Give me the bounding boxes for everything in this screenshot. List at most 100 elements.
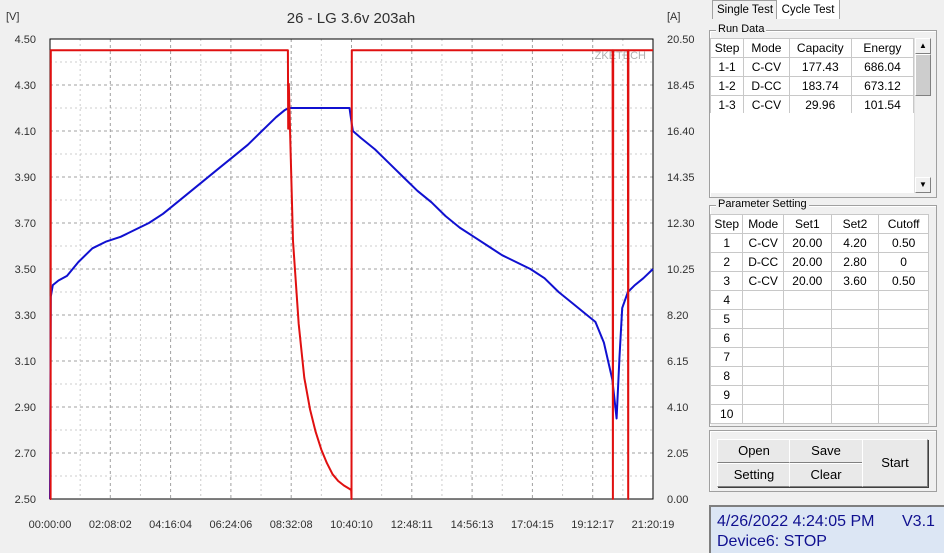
run-data-cell[interactable]: 29.96 — [788, 95, 852, 115]
parameter-cell[interactable] — [742, 328, 784, 348]
run-data-row[interactable]: 1-1 C-CV 177.43 686.04 — [709, 57, 915, 77]
parameter-cell[interactable] — [742, 347, 784, 367]
run-data-cell[interactable]: 1-3 — [709, 95, 745, 115]
parameter-group — [709, 205, 937, 427]
parameter-cell[interactable] — [830, 290, 880, 310]
parameter-cell[interactable] — [742, 385, 784, 405]
setting-button[interactable]: Setting — [717, 463, 791, 487]
y-right-tick-label: 4.10 — [667, 402, 688, 414]
parameter-cell[interactable] — [830, 309, 880, 329]
run-data-cell[interactable]: 183.74 — [788, 76, 852, 96]
run-data-cell[interactable]: C-CV — [743, 57, 790, 77]
parameter-cell[interactable] — [782, 309, 832, 329]
parameter-cell[interactable]: D-CC — [742, 252, 784, 272]
parameter-cell[interactable]: 20.00 — [782, 252, 832, 272]
parameter-row[interactable]: 8 — [709, 366, 929, 386]
parameter-cell[interactable] — [878, 309, 929, 329]
clear-button[interactable]: Clear — [789, 463, 863, 487]
parameter-cell[interactable]: 4.20 — [830, 233, 880, 253]
parameter-cell[interactable] — [782, 404, 832, 424]
parameter-cell[interactable] — [830, 385, 880, 405]
parameter-cell[interactable]: 8 — [709, 366, 744, 386]
parameter-cell[interactable] — [878, 366, 929, 386]
parameter-header-cell[interactable]: Set1 — [782, 214, 832, 234]
parameter-cell[interactable]: 0 — [878, 252, 929, 272]
parameter-header-cell[interactable]: Cutoff — [878, 214, 929, 234]
parameter-cell[interactable]: C-CV — [742, 271, 784, 291]
parameter-cell[interactable]: 2.80 — [830, 252, 880, 272]
parameter-cell[interactable] — [830, 347, 880, 367]
parameter-cell[interactable] — [878, 290, 929, 310]
parameter-row[interactable]: 3 C-CV 20.00 3.60 0.50 — [709, 271, 929, 291]
run-data-cell[interactable]: 673.12 — [850, 76, 915, 96]
parameter-cell[interactable] — [878, 328, 929, 348]
run-data-header-cell[interactable]: Energy — [850, 38, 915, 58]
parameter-cell[interactable] — [830, 366, 880, 386]
scroll-thumb[interactable] — [915, 54, 931, 96]
parameter-cell[interactable] — [782, 347, 832, 367]
parameter-row[interactable]: 10 — [709, 404, 929, 424]
tab-cycle-test[interactable]: Cycle Test — [776, 0, 840, 19]
parameter-cell[interactable]: 9 — [709, 385, 744, 405]
parameter-cell[interactable]: 20.00 — [782, 271, 832, 291]
parameter-cell[interactable] — [742, 404, 784, 424]
y-left-tick-label: 3.30 — [15, 310, 36, 322]
run-data-row[interactable]: 1-2 D-CC 183.74 673.12 — [709, 76, 915, 96]
parameter-cell[interactable] — [878, 385, 929, 405]
run-data-row[interactable]: 1-3 C-CV 29.96 101.54 — [709, 95, 915, 115]
parameter-cell[interactable] — [830, 404, 880, 424]
parameter-row[interactable]: 4 — [709, 290, 929, 310]
parameter-row[interactable]: 9 — [709, 385, 929, 405]
run-data-scrollbar[interactable]: ▲ ▼ — [914, 38, 932, 193]
run-data-cell[interactable]: 177.43 — [788, 57, 852, 77]
parameter-cell[interactable] — [742, 290, 784, 310]
start-button[interactable]: Start — [862, 439, 928, 487]
parameter-cell[interactable]: 2 — [709, 252, 744, 272]
parameter-cell[interactable]: 1 — [709, 233, 744, 253]
run-data-header-cell[interactable]: Mode — [743, 38, 790, 58]
parameter-row[interactable]: 7 — [709, 347, 929, 367]
run-data-cell[interactable]: C-CV — [743, 95, 790, 115]
parameter-cell[interactable]: 10 — [709, 404, 744, 424]
parameter-row[interactable]: 2 D-CC 20.00 2.80 0 — [709, 252, 929, 272]
parameter-header-cell[interactable]: Set2 — [830, 214, 880, 234]
parameter-cell[interactable]: 6 — [709, 328, 744, 348]
x-tick-label: 04:16:04 — [149, 519, 192, 531]
parameter-cell[interactable]: 3.60 — [830, 271, 880, 291]
run-data-header-cell[interactable]: Capacity — [788, 38, 852, 58]
parameter-cell[interactable]: 4 — [709, 290, 744, 310]
run-data-header-cell[interactable]: Step — [709, 38, 745, 58]
run-data-cell[interactable]: 1-1 — [709, 57, 745, 77]
parameter-cell[interactable] — [742, 309, 784, 329]
parameter-header-cell[interactable]: Mode — [742, 214, 784, 234]
run-data-cell[interactable]: 1-2 — [709, 76, 745, 96]
parameter-cell[interactable] — [782, 290, 832, 310]
run-data-cell[interactable]: 101.54 — [850, 95, 915, 115]
parameter-row[interactable]: 1 C-CV 20.00 4.20 0.50 — [709, 233, 929, 253]
parameter-cell[interactable] — [742, 366, 784, 386]
parameter-cell[interactable] — [782, 366, 832, 386]
scroll-up-icon[interactable]: ▲ — [915, 38, 931, 54]
parameter-cell[interactable]: C-CV — [742, 233, 784, 253]
parameter-cell[interactable] — [830, 328, 880, 348]
parameter-cell[interactable]: 3 — [709, 271, 744, 291]
parameter-row[interactable]: 5 — [709, 309, 929, 329]
parameter-cell[interactable]: 7 — [709, 347, 744, 367]
open-button[interactable]: Open — [717, 439, 791, 463]
save-button[interactable]: Save — [789, 439, 863, 463]
parameter-row[interactable]: 6 — [709, 328, 929, 348]
run-data-cell[interactable]: D-CC — [743, 76, 790, 96]
parameter-cell[interactable] — [878, 404, 929, 424]
parameter-cell[interactable] — [782, 328, 832, 348]
parameter-cell[interactable]: 5 — [709, 309, 744, 329]
run-data-cell[interactable]: 686.04 — [850, 57, 915, 77]
parameter-cell[interactable]: 0.50 — [878, 233, 929, 253]
parameter-cell[interactable] — [878, 347, 929, 367]
tab-single-test[interactable]: Single Test — [712, 0, 778, 19]
parameter-cell[interactable]: 20.00 — [782, 233, 832, 253]
parameter-cell[interactable] — [782, 385, 832, 405]
parameter-cell[interactable]: 0.50 — [878, 271, 929, 291]
y-right-tick-label: 8.20 — [667, 310, 688, 322]
parameter-header-cell[interactable]: Step — [709, 214, 744, 234]
scroll-down-icon[interactable]: ▼ — [915, 177, 931, 193]
